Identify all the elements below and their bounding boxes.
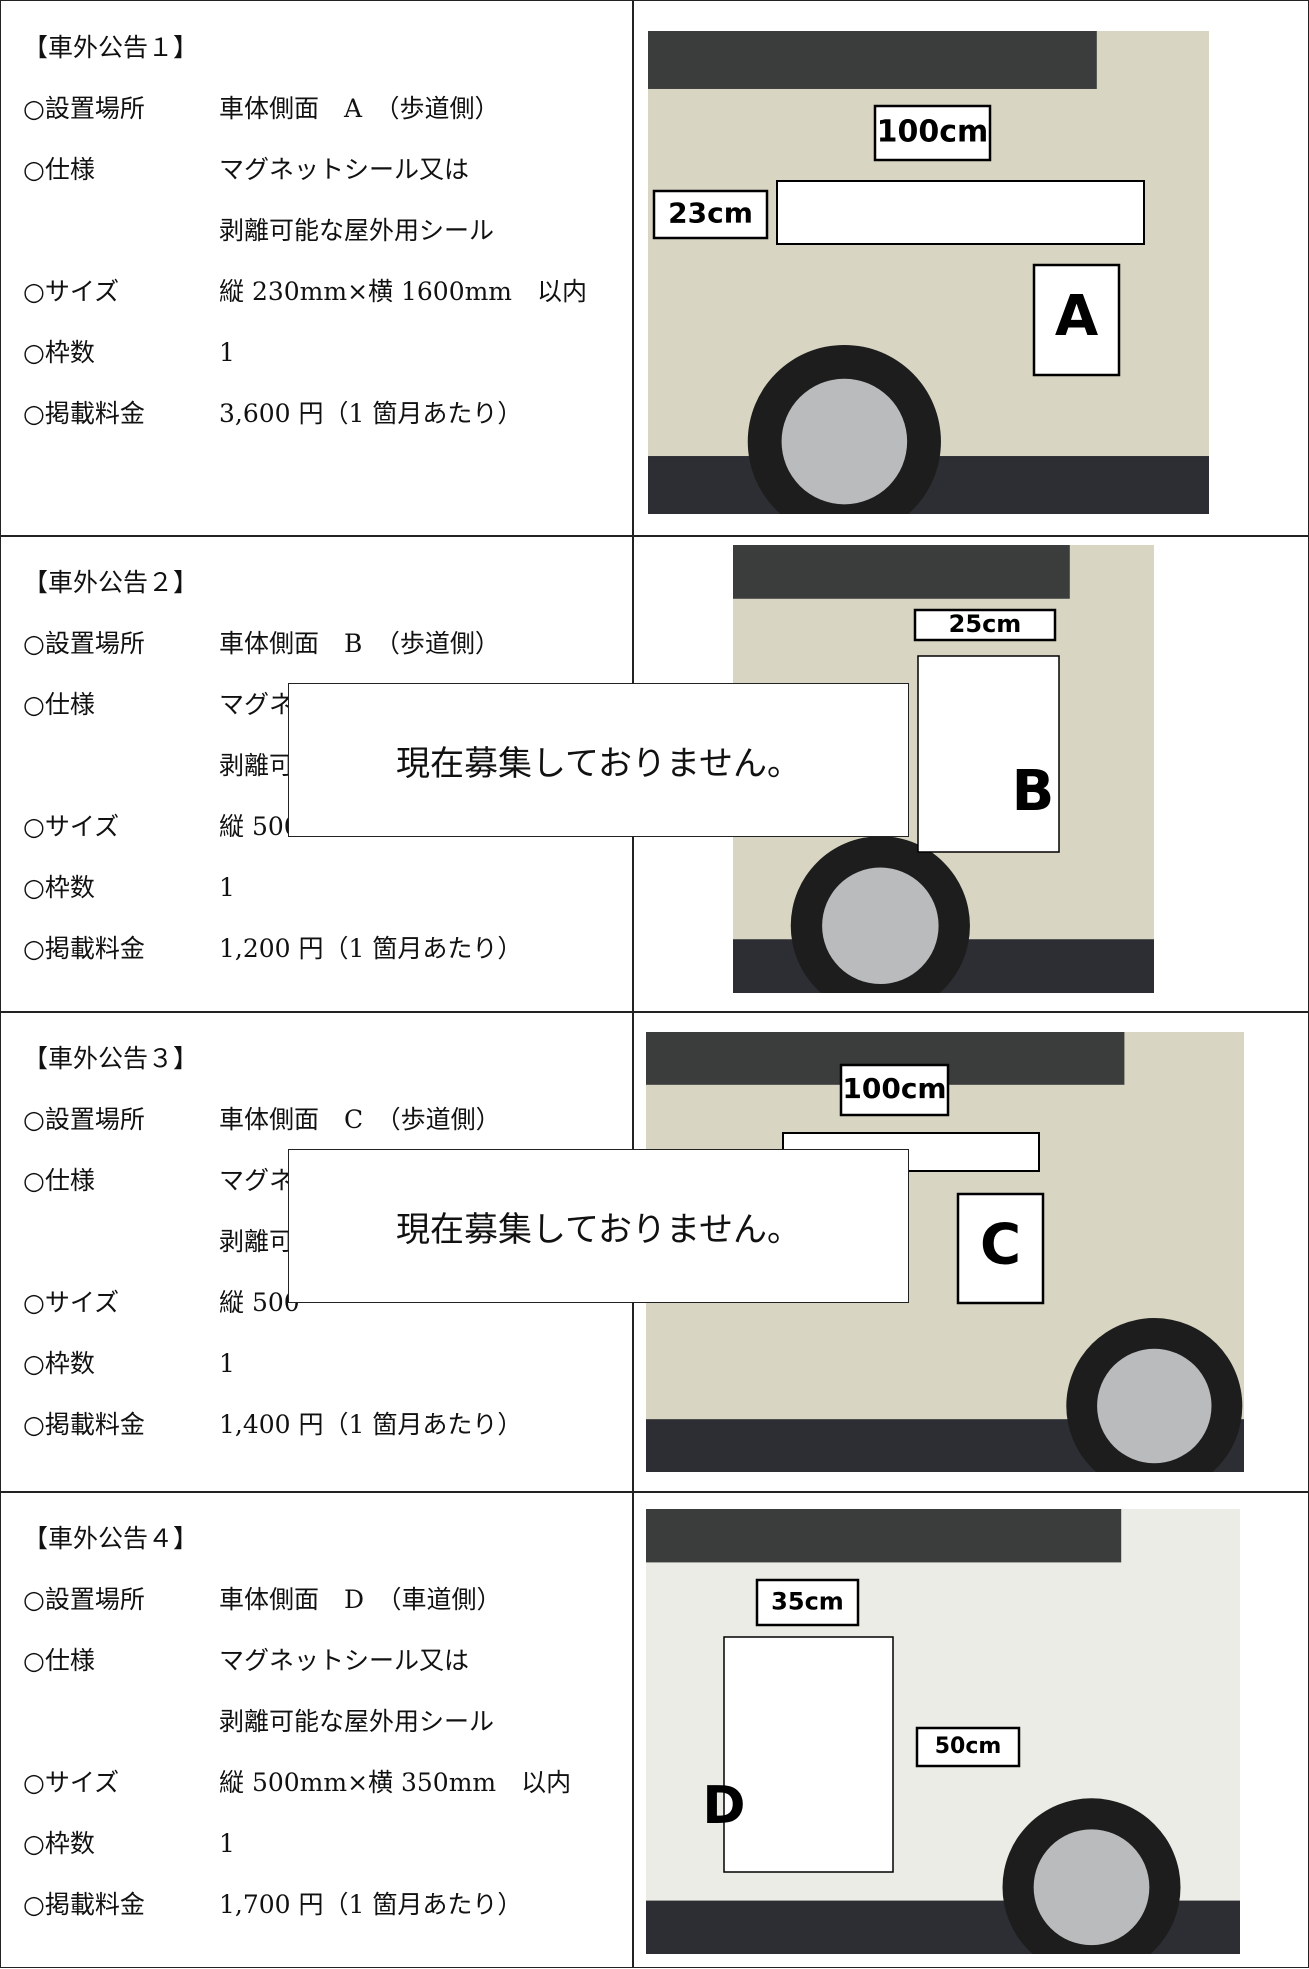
item-value: マグネットシール又は	[219, 155, 470, 184]
image-label: 35cm	[771, 1588, 844, 1616]
item-value: 1,700 円（1 箇月あたり）	[219, 1890, 523, 1919]
item-label: ○掲載料金	[23, 934, 145, 963]
notice-overlay: 現在募集しておりません。	[288, 1149, 909, 1303]
item-value: 剥離可能な屋外用シール	[219, 1707, 495, 1736]
label-box	[652, 189, 769, 240]
label-box	[755, 1578, 860, 1627]
item-value: 縦 500mm×横 350mm 以内	[219, 1768, 572, 1797]
text-cell	[0, 1491, 634, 1968]
label-box	[873, 104, 992, 162]
item-value: 1,200 円（1 箇月あたり）	[219, 934, 523, 963]
item-label: ○仕様	[23, 690, 95, 719]
image-label: 100cm	[877, 115, 989, 150]
item-label: ○設置場所	[23, 94, 145, 123]
image-label: 50cm	[935, 1734, 1002, 1759]
sticker-area	[776, 180, 1145, 245]
image-label: 23cm	[668, 197, 753, 230]
vehicle-photo: 35cm 50cm D	[646, 1509, 1240, 1954]
sticker-area	[917, 655, 1060, 853]
item-label: ○枠数	[23, 338, 95, 367]
item-value: 車体側面 D （車道側）	[219, 1585, 502, 1614]
item-label: ○設置場所	[23, 1105, 145, 1134]
item-label: ○枠数	[23, 1829, 95, 1858]
label-box	[956, 1192, 1045, 1305]
item-value: 車体側面 C （歩道側）	[219, 1105, 501, 1134]
item-label: ○サイズ	[23, 277, 120, 306]
item-label: ○サイズ	[23, 812, 120, 841]
label-box	[915, 1726, 1021, 1768]
item-label: ○掲載料金	[23, 1890, 145, 1919]
item-label: ○枠数	[23, 873, 95, 902]
item-value: 1	[219, 1829, 235, 1858]
window	[648, 31, 1097, 89]
image-label: B	[1012, 759, 1055, 824]
vehicle-photo: 25cm B	[733, 545, 1154, 993]
ad-heading: 【車外公告１】	[23, 33, 199, 62]
image-label: C	[980, 1213, 1021, 1278]
hubcap	[781, 378, 908, 505]
item-value: 車体側面 A （歩道側）	[219, 94, 500, 123]
ad-heading: 【車外公告４】	[23, 1524, 199, 1553]
notice-overlay: 現在募集しておりません。	[288, 683, 909, 837]
item-label: ○設置場所	[23, 1585, 145, 1614]
window	[733, 545, 1070, 599]
item-value: マグネットシール又は	[219, 1646, 470, 1675]
ad-heading: 【車外公告２】	[23, 568, 199, 597]
hubcap	[1033, 1829, 1150, 1946]
item-value: 車体側面 B （歩道側）	[219, 629, 500, 658]
item-label: ○サイズ	[23, 1288, 120, 1317]
item-value: 1,400 円（1 箇月あたり）	[219, 1410, 523, 1439]
item-value: 剥離可	[219, 1227, 295, 1256]
item-label: ○掲載料金	[23, 399, 145, 428]
hubcap	[1097, 1348, 1212, 1464]
item-label: ○仕様	[23, 155, 95, 184]
item-value: 3,600 円（1 箇月あたり）	[219, 399, 523, 428]
image-label: 25cm	[949, 610, 1022, 638]
sticker-area	[723, 1636, 894, 1873]
text-cell	[0, 0, 634, 537]
item-value: 剥離可	[219, 751, 295, 780]
image-label: 100cm	[842, 1072, 946, 1105]
item-value: 縦 230mm×横 1600mm 以内	[219, 277, 588, 306]
item-label: ○仕様	[23, 1646, 95, 1675]
item-value: 1	[219, 338, 235, 367]
vehicle-photo: 100cm 23cm A	[648, 31, 1209, 514]
item-value: 剥離可能な屋外用シール	[219, 216, 495, 245]
label-box	[913, 608, 1057, 642]
item-value: 1	[219, 873, 235, 902]
item-label: ○設置場所	[23, 629, 145, 658]
image-label: D	[702, 1776, 745, 1836]
label-box	[1032, 263, 1121, 377]
window	[646, 1509, 1122, 1563]
item-value: 1	[219, 1349, 235, 1378]
item-label: ○掲載料金	[23, 1410, 145, 1439]
item-label: ○仕様	[23, 1166, 95, 1195]
item-value: マグネ	[219, 1166, 295, 1195]
ad-heading: 【車外公告３】	[23, 1044, 199, 1073]
image-label: A	[1055, 284, 1099, 349]
item-label: ○枠数	[23, 1349, 95, 1378]
label-box	[839, 1063, 950, 1117]
item-label: ○サイズ	[23, 1768, 120, 1797]
item-value: マグネ	[219, 690, 295, 719]
hubcap	[822, 867, 939, 985]
